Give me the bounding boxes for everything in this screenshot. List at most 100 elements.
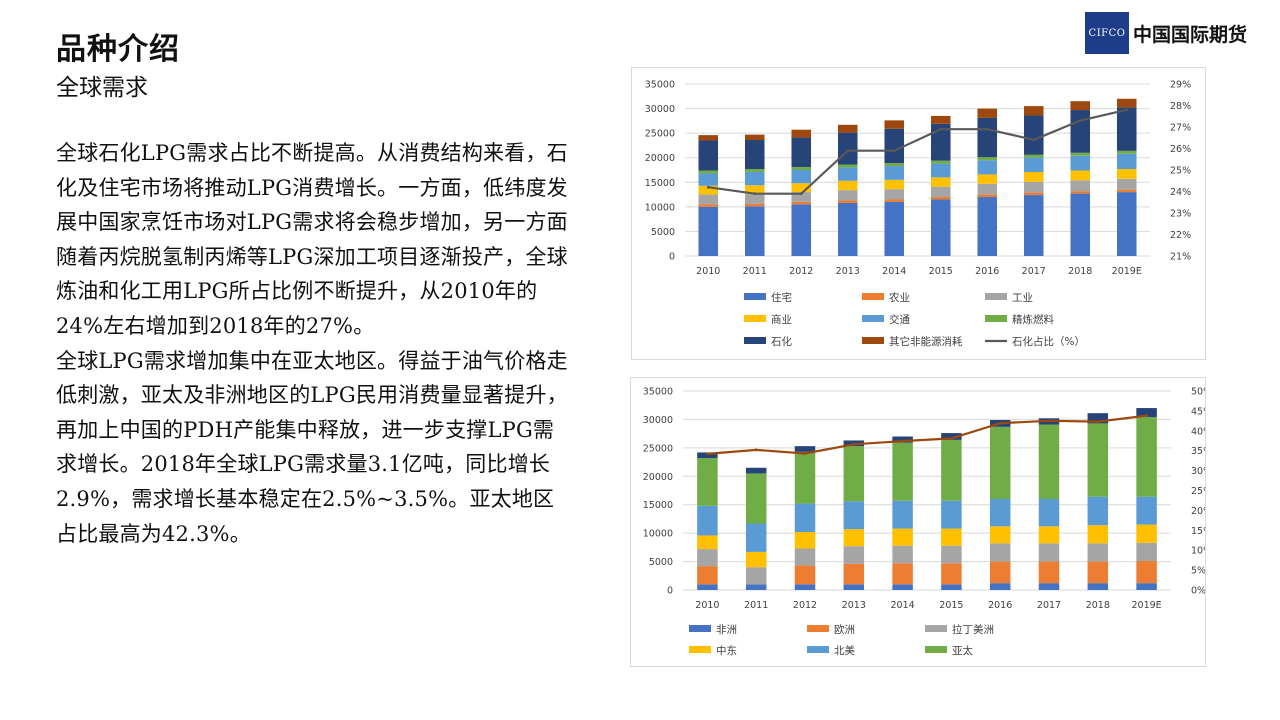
bar-segment (794, 565, 816, 585)
legend-label: 中东 (716, 644, 737, 657)
y-tick-label: 20000 (645, 153, 675, 164)
bar-segment (1038, 424, 1060, 500)
bar-segment (745, 473, 767, 524)
chart-regional-demand-svg: 0 5000 10000 15000 20000 25000 30000 35000 0% 5% 1… (643, 387, 1212, 679)
x-tick-label: 2013 (836, 266, 860, 277)
bar-segment (892, 528, 913, 546)
bar-segment (884, 199, 905, 202)
bar-segment (843, 563, 865, 585)
bar-segment (977, 197, 998, 256)
y-tick-label: 20000 (643, 472, 673, 483)
legend-swatch (925, 625, 947, 632)
legend-label: 亚太占比（%） (834, 665, 907, 666)
x-tick-label: 2017 (1022, 266, 1046, 277)
legend-swatch (807, 646, 829, 653)
bar-segment (1023, 195, 1044, 256)
share-point (753, 192, 757, 196)
bar-segment (884, 179, 905, 190)
bar-segment (794, 446, 816, 452)
share-point (799, 192, 803, 196)
legend-label: 其它 (716, 665, 737, 666)
bar-segment (989, 526, 1011, 544)
share-point (1047, 419, 1051, 423)
bar-segment (884, 166, 905, 180)
y-tick-label: 5000 (651, 227, 675, 238)
bar-segment (698, 135, 719, 141)
bar-segment (941, 433, 962, 440)
bar-segment (1136, 496, 1157, 525)
legend-label: 精炼燃料 (1012, 313, 1054, 326)
bar-segment (837, 124, 858, 133)
share-line (708, 108, 1128, 195)
legend-swatch (985, 315, 1007, 322)
bar-segment (745, 567, 767, 585)
y2-tick-label: 40% (1191, 426, 1205, 437)
bar-segment (1070, 101, 1091, 111)
bar-segment (1070, 155, 1091, 171)
bar-segment (1038, 526, 1060, 544)
legend-label: 石化占比（%） (1012, 335, 1085, 348)
bar-segment (744, 194, 765, 204)
bar-segment (892, 442, 913, 501)
legend-label: 工业 (1012, 292, 1033, 304)
bar-segment (1023, 171, 1044, 182)
body-text: 全球石化LPG需求占比不断提高。从消费结构来看，石化及住宅市场将推动LPG消费增… (56, 136, 568, 551)
bar-segment (1116, 107, 1137, 151)
share-point (1125, 108, 1129, 112)
bar-segment (1087, 525, 1109, 544)
bar-segment (697, 458, 718, 506)
y-tick-label: 15000 (643, 500, 673, 511)
bar-segment (698, 206, 719, 256)
share-point (939, 127, 943, 131)
bar-segment (697, 566, 718, 585)
y2-tick-label: 0% (1191, 586, 1205, 597)
bar-segment (791, 183, 812, 193)
y2-tick-label: 25% (1170, 166, 1191, 177)
bar-segment (791, 170, 812, 184)
y-tick-label: 35000 (643, 387, 673, 398)
bar-segment (698, 173, 719, 186)
x-tick-label: 2016 (975, 266, 999, 277)
bar-segment (1023, 115, 1044, 155)
bar-segment (843, 584, 865, 590)
bar-segment (745, 584, 767, 590)
bar-segment (1038, 561, 1060, 584)
bar-segment (697, 584, 718, 590)
bar-segment (744, 134, 765, 141)
bar-segment (1023, 192, 1044, 196)
y-tick-label: 35000 (645, 80, 675, 91)
bar-segment (941, 528, 962, 546)
y-tick-label: 0 (667, 586, 673, 597)
bar-segment (1070, 191, 1091, 194)
bar-segment (1116, 98, 1137, 108)
y2-tick-label: 45% (1191, 406, 1205, 417)
bar-segment (1136, 524, 1157, 543)
bar-segment (1087, 496, 1109, 526)
bar-segment (977, 194, 998, 198)
bar-segment (892, 436, 913, 443)
share-point (998, 421, 1002, 425)
bar-segment (837, 202, 858, 256)
share-point (706, 185, 710, 189)
bar-segment (1070, 110, 1091, 153)
bar-segment (843, 546, 865, 564)
legend-label: 非洲 (716, 624, 737, 636)
share-point (1096, 420, 1100, 424)
share-point (803, 452, 807, 455)
bar-segment (791, 204, 812, 256)
bar-segment (977, 174, 998, 184)
bar-segment (977, 157, 998, 161)
bar-segment (930, 123, 951, 161)
y2-tick-label: 30% (1191, 466, 1205, 477)
bar-segment (744, 206, 765, 256)
bar-segment (1087, 413, 1109, 424)
bar-segment (884, 163, 905, 167)
bar-segment (1070, 193, 1091, 256)
bar-segment (989, 561, 1011, 584)
bar-segment (977, 160, 998, 175)
share-point (901, 439, 904, 443)
x-tick-label: 2015 (929, 266, 953, 277)
y2-tick-label: 15% (1191, 526, 1205, 537)
bar-segment (744, 203, 765, 207)
bar-segment (1136, 408, 1157, 418)
